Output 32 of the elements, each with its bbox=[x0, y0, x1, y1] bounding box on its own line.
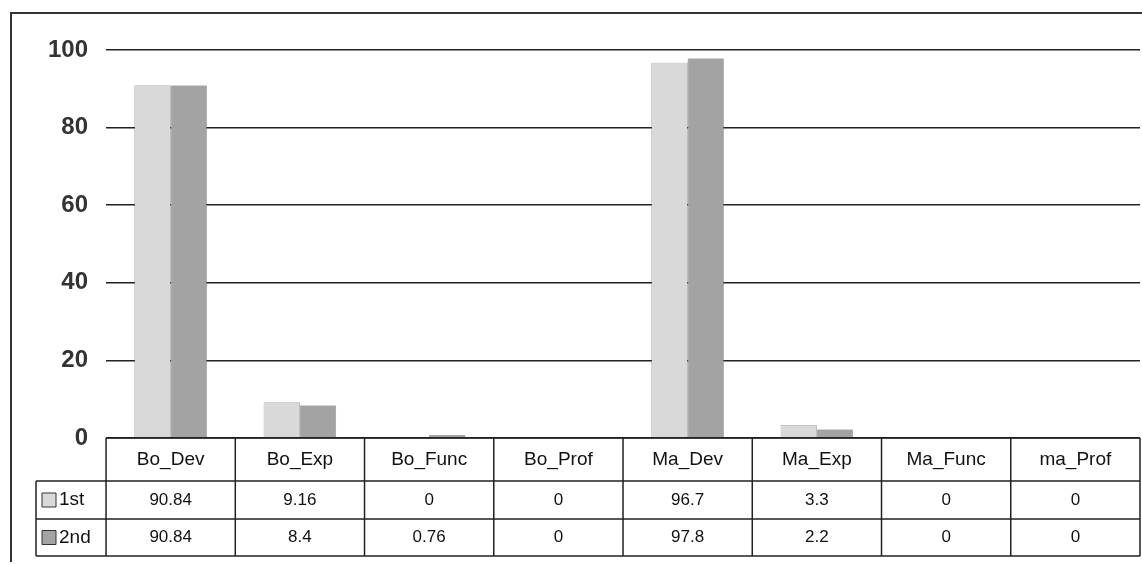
data-label: 0 bbox=[1070, 489, 1081, 509]
y-tick-label: 0 bbox=[74, 422, 89, 450]
data-label: 2.2 bbox=[805, 527, 829, 547]
data-label: 3.3 bbox=[805, 489, 829, 509]
data-label: 0.76 bbox=[412, 527, 446, 547]
data-label: 0 bbox=[553, 527, 564, 547]
data-label: 0 bbox=[941, 527, 951, 547]
x-tick-label: Bo_Dev bbox=[136, 447, 205, 470]
y-tick-label: 40 bbox=[61, 267, 89, 295]
legend-label: 1st bbox=[59, 488, 86, 510]
data-label: 97.8 bbox=[671, 527, 705, 547]
x-tick-label: Bo_Exp bbox=[266, 447, 334, 470]
y-tick-label: 80 bbox=[61, 112, 89, 140]
x-tick-label: Bo_Func bbox=[391, 447, 468, 470]
data-label: 90.84 bbox=[149, 489, 192, 509]
x-tick-label: Ma_Func bbox=[906, 447, 986, 470]
x-tick-label: ma_Prof bbox=[1039, 447, 1112, 470]
data-label: 96.7 bbox=[671, 489, 705, 509]
y-tick-label: 60 bbox=[61, 189, 89, 217]
data-label: 90.84 bbox=[149, 527, 192, 547]
data-label: 9.16 bbox=[283, 489, 317, 509]
y-tick-label: 20 bbox=[61, 345, 89, 373]
data-label: 0 bbox=[941, 489, 951, 509]
data-label: 0 bbox=[1070, 527, 1081, 547]
data-label: 0 bbox=[553, 489, 564, 509]
y-tick-label: 100 bbox=[48, 34, 89, 62]
data-label: 0 bbox=[424, 489, 434, 509]
x-tick-label: Ma_Dev bbox=[652, 447, 724, 470]
legend-label: 2nd bbox=[59, 525, 91, 547]
x-tick-label: Bo_Prof bbox=[524, 447, 594, 470]
data-label: 8.4 bbox=[288, 527, 312, 547]
x-tick-label: Ma_Exp bbox=[782, 447, 852, 470]
